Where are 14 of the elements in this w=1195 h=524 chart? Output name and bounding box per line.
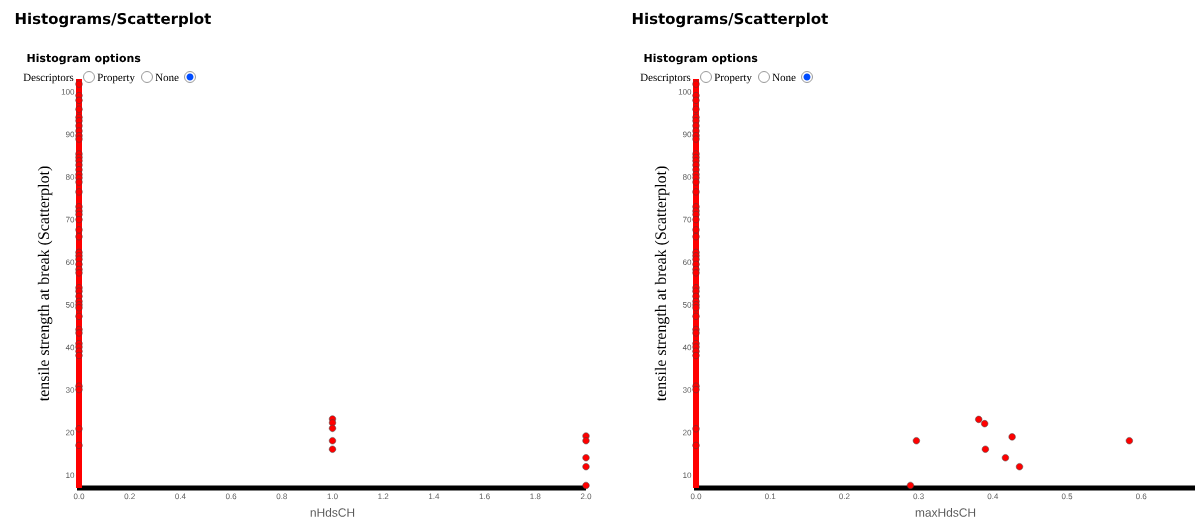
chart-subtitle: Histogram options <box>27 53 141 65</box>
annotation: Property <box>714 73 752 84</box>
y-axis-title: tensile strength at break (Scatterplot) <box>37 166 53 402</box>
text: Descriptors <box>640 73 691 84</box>
x-axis-title: nHdsCH <box>310 508 355 517</box>
chart-subtitle: Histogram options <box>644 53 758 65</box>
annotation: Property <box>97 73 135 84</box>
text: Descriptors <box>23 73 74 84</box>
chart-title: Histograms/Scatterplot <box>15 12 211 28</box>
y-axis-title: tensile strength at break (Scatterplot) <box>654 166 670 402</box>
x-axis-title: maxHdsCH <box>915 508 976 517</box>
chart-title: Histograms/Scatterplot <box>632 12 828 28</box>
annotation: None <box>155 73 179 82</box>
annotation: None <box>772 73 796 82</box>
